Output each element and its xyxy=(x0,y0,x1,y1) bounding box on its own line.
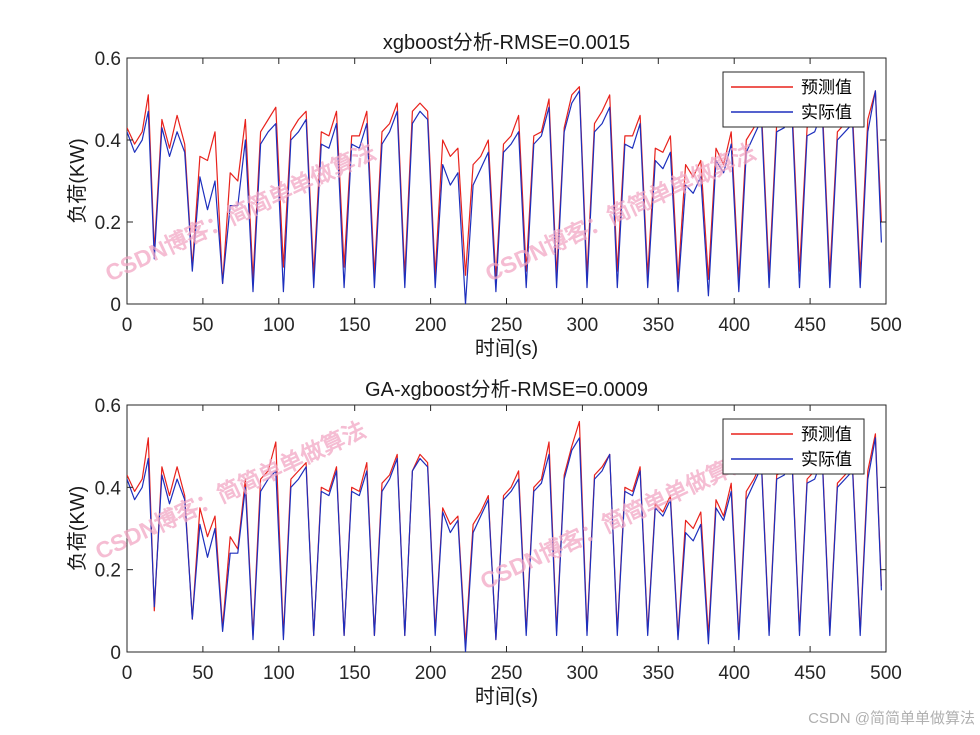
x-tick-label: 250 xyxy=(491,663,523,684)
x-axis-label: 时间(s) xyxy=(475,685,538,708)
legend-label-actual: 实际值 xyxy=(801,103,852,122)
y-axis-label: 负荷(KW) xyxy=(66,138,89,224)
y-tick-label: 0.6 xyxy=(95,49,121,70)
x-axis-label: 时间(s) xyxy=(475,337,538,360)
x-tick-label: 400 xyxy=(718,315,750,336)
x-tick-label: 150 xyxy=(339,663,371,684)
y-tick-label: 0.2 xyxy=(95,213,121,234)
x-tick-label: 300 xyxy=(567,315,599,336)
x-tick-label: 350 xyxy=(642,663,674,684)
x-tick-label: 50 xyxy=(192,663,213,684)
legend-label-predicted: 预测值 xyxy=(801,78,852,97)
legend-box xyxy=(722,71,865,128)
x-tick-label: 250 xyxy=(491,315,523,336)
x-tick-label: 300 xyxy=(567,663,599,684)
y-tick-label: 0 xyxy=(110,643,121,664)
x-tick-label: 0 xyxy=(122,663,133,684)
legend-label-actual: 实际值 xyxy=(801,450,852,469)
x-tick-label: 350 xyxy=(642,315,674,336)
series-line-actual xyxy=(127,90,882,304)
chart-title: GA-xgboost分析-RMSE=0.0009 xyxy=(365,378,648,401)
legend-label-predicted: 预测值 xyxy=(801,425,852,444)
y-tick-label: 0.4 xyxy=(95,131,122,152)
y-axis-label: 负荷(KW) xyxy=(66,486,89,572)
y-tick-label: 0 xyxy=(110,295,121,316)
y-tick-label: 0.6 xyxy=(95,396,121,417)
x-tick-label: 100 xyxy=(263,315,295,336)
series-line-actual xyxy=(127,437,882,652)
x-tick-label: 500 xyxy=(870,663,902,684)
x-tick-label: 450 xyxy=(794,315,826,336)
x-tick-label: 200 xyxy=(415,315,447,336)
x-tick-label: 450 xyxy=(794,663,826,684)
legend-box xyxy=(722,418,865,475)
x-tick-label: 100 xyxy=(263,663,295,684)
y-tick-label: 0.4 xyxy=(95,478,122,499)
x-tick-label: 500 xyxy=(870,315,902,336)
x-tick-label: 150 xyxy=(339,315,371,336)
chart-title: xgboost分析-RMSE=0.0015 xyxy=(383,31,630,54)
x-tick-label: 0 xyxy=(122,315,133,336)
x-tick-label: 200 xyxy=(415,663,447,684)
x-tick-label: 50 xyxy=(192,315,213,336)
y-tick-label: 0.2 xyxy=(95,561,121,582)
footer-attribution: CSDN @简简单单做算法 xyxy=(808,709,975,727)
x-tick-label: 400 xyxy=(718,663,750,684)
